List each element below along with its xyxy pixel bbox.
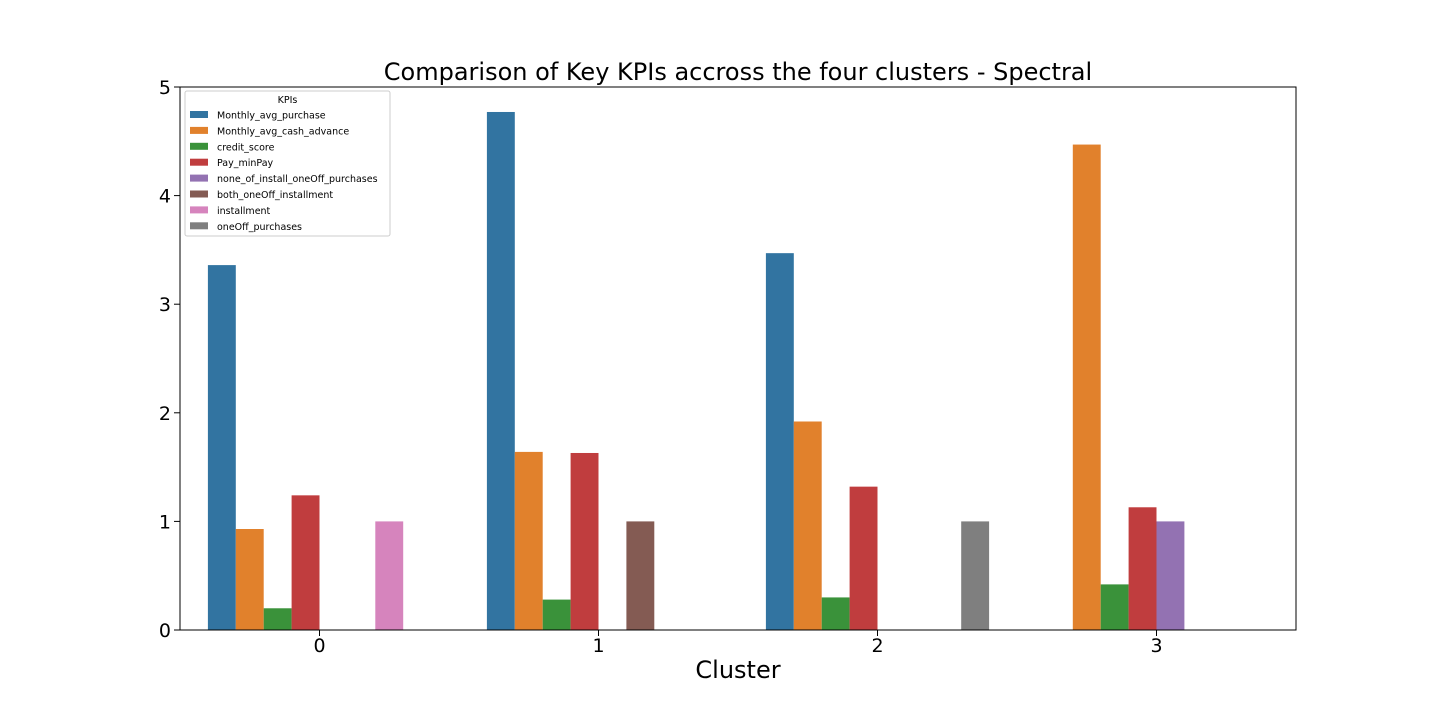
x-tick-label: 1: [592, 635, 604, 657]
legend-item-credit_score: credit_score: [217, 142, 275, 153]
legend-swatch-credit_score: [190, 142, 208, 150]
bar-Monthly_avg_purchase-cluster-1: [486, 111, 515, 631]
axes-layer: 0 1 2 3 4 5 0 1 2 3: [159, 77, 1163, 657]
legend-item-both_oneOff_installment: both_oneOff_installment: [217, 190, 333, 201]
bar-credit_score-cluster-2: [821, 597, 850, 630]
bar-Monthly_avg_cash_advance-cluster-0: [235, 529, 264, 630]
chart-title: Comparison of Key KPIs accross the four …: [384, 58, 1092, 86]
legend: KPIs Monthly_avg_purchase Monthly_avg_cas…: [184, 90, 391, 237]
legend-item-none_of_install_oneOff_purchases: none_of_install_oneOff_purchases: [217, 174, 378, 185]
legend-swatch-both_oneOff_installment: [190, 190, 208, 198]
bar-Monthly_avg_cash_advance-cluster-3: [1072, 144, 1101, 630]
legend-swatch-Pay_minPay: [190, 158, 208, 166]
x-tick-label: 2: [871, 635, 883, 657]
bar-credit_score-cluster-3: [1100, 584, 1129, 630]
legend-swatch-Monthly_avg_cash_advance: [190, 126, 208, 134]
y-tick-label: 2: [159, 403, 171, 425]
legend-item-installment: installment: [217, 206, 271, 217]
legend-swatch-Monthly_avg_purchase: [190, 111, 208, 118]
bar-none_of_install_oneOff_purchases-cluster-3: [1156, 521, 1185, 630]
legend-title: KPIs: [278, 95, 298, 106]
bar-Monthly_avg_cash_advance-cluster-1: [514, 451, 543, 630]
bar-Pay_minPay-cluster-0: [291, 495, 320, 630]
x-axis-label: Cluster: [695, 656, 780, 684]
bar-Pay_minPay-cluster-3: [1128, 507, 1157, 630]
y-tick-label: 4: [159, 186, 171, 208]
y-tick-label: 1: [159, 511, 171, 533]
legend-box: [184, 90, 391, 237]
x-tick-label: 0: [313, 635, 325, 657]
plot-frame: [179, 86, 1297, 631]
x-tick-label: 3: [1150, 635, 1162, 657]
legend-swatch-none_of_install_oneOff_purchases: [190, 174, 208, 182]
bar-Pay_minPay-cluster-1: [570, 452, 599, 630]
y-tick-label: 3: [159, 294, 171, 316]
legend-item-Monthly_avg_purchase: Monthly_avg_purchase: [217, 111, 326, 122]
bar-oneOff_purchases-cluster-2: [961, 521, 990, 630]
bar-Monthly_avg_purchase-cluster-0: [207, 265, 236, 630]
legend-item-oneOff_purchases: oneOff_purchases: [217, 222, 302, 233]
legend-swatch-oneOff_purchases: [190, 222, 208, 230]
bar-credit_score-cluster-0: [263, 608, 292, 630]
bar-credit_score-cluster-1: [542, 599, 571, 630]
y-tick-label: 0: [159, 620, 171, 642]
bars-layer: [207, 111, 1185, 631]
legend-swatch-installment: [190, 206, 208, 214]
bar-both_oneOff_installment-cluster-1: [626, 521, 655, 630]
bar-Monthly_avg_purchase-cluster-2: [765, 253, 794, 630]
bar-Pay_minPay-cluster-2: [849, 486, 878, 630]
bar-installment-cluster-0: [375, 521, 404, 630]
legend-item-Monthly_avg_cash_advance: Monthly_avg_cash_advance: [217, 126, 349, 137]
y-tick-label: 5: [159, 77, 171, 99]
bar-Monthly_avg_cash_advance-cluster-2: [793, 421, 822, 630]
legend-item-Pay_minPay: Pay_minPay: [217, 158, 274, 169]
